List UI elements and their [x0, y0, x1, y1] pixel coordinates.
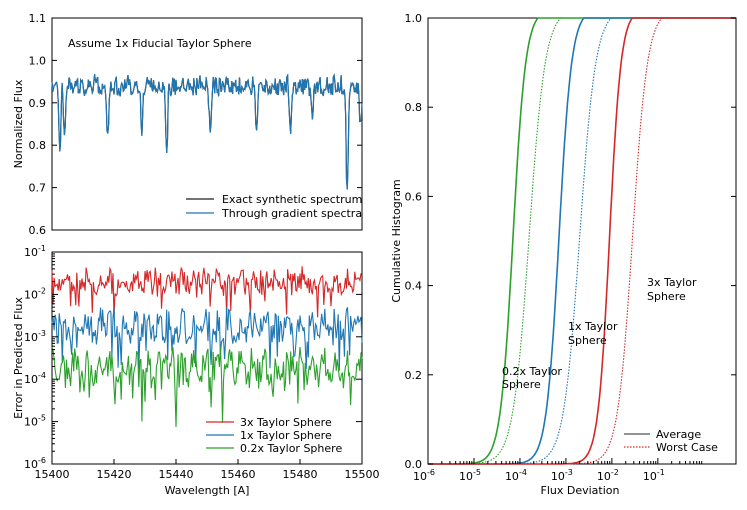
error-panel: 10-610-510-410-310-210-1 15400 15420 15440… [12, 244, 380, 497]
y-tick-label: 0.8 [29, 139, 47, 152]
y-tick-label: 0.6 [405, 190, 423, 203]
y-tick-label: 0.8 [405, 101, 423, 114]
error-x-ticks: 15400 15420 15440 15460 15480 15500 [35, 459, 380, 481]
x-tick-label: 10-4 [505, 468, 527, 483]
cdf-x-label: Flux Deviation [541, 484, 620, 497]
error-y-label: Error in Predicted Flux [12, 297, 25, 419]
legend-label-02x: 0.2x Taylor Sphere [240, 442, 342, 455]
x-tick-label: 15440 [159, 468, 194, 481]
y-tick-label: 0.9 [29, 97, 47, 110]
cdf-worst-line [428, 17, 736, 465]
y-tick-label: 1.0 [405, 12, 423, 25]
error-series-group [51, 266, 363, 428]
legend-label-worst: Worst Case [656, 441, 718, 454]
error-x-label: Wavelength [A] [165, 484, 250, 497]
cdf-x-ticks: 10-6 10-5 10-4 10-3 10-2 10-1 [413, 458, 703, 483]
legend-label-1x: 1x Taylor Sphere [240, 429, 332, 442]
spectrum-frame [51, 17, 363, 231]
x-tick-label: 15500 [345, 468, 380, 481]
cdf-y-ticks: 0.0 0.2 0.4 0.6 0.8 1.0 [405, 12, 736, 471]
legend-label-average: Average [656, 428, 701, 441]
error-series-line [51, 266, 363, 318]
cdf-label-1x-line1: 1x Taylor [568, 320, 618, 333]
cdf-average-line [428, 17, 736, 465]
x-tick-label: 10-2 [597, 468, 619, 483]
error-series-line [51, 306, 363, 371]
cdf-label-3x-line2: Sphere [647, 290, 686, 303]
x-tick-label: 10-3 [551, 468, 573, 483]
legend-label-gradient: Through gradient spectra [221, 207, 362, 220]
y-tick-label: 10-1 [24, 244, 46, 259]
x-tick-label: 10-6 [413, 468, 435, 483]
cdf-panel: 0.00.20.40.60.81.0 10-6 10-5 10-4 10-3 10-2 1… [390, 12, 737, 497]
cdf-label-02x-line1: 0.2x Taylor [502, 365, 562, 378]
spectrum-panel: 0.6 0.7 0.8 0.9 1.0 1.1 Assume 1x Fiducial Ta… [12, 12, 363, 237]
cdf-label-02x-line2: Sphere [502, 378, 541, 391]
legend-label-exact: Exact synthetic spectrum [222, 193, 362, 206]
x-tick-label: 15480 [283, 468, 318, 481]
spectrum-y-label: Normalized Flux [12, 79, 25, 168]
x-tick-label: 15420 [97, 468, 132, 481]
cdf-average-line [428, 17, 736, 465]
cdf-y-label: Cumulative Histogram [390, 179, 403, 302]
x-tick-label: 15400 [35, 468, 70, 481]
y-tick-label: 0.2 [405, 369, 423, 382]
cdf-label-1x-line2: Sphere [568, 334, 607, 347]
y-tick-label: 1.1 [29, 12, 47, 25]
y-tick-label: 0.6 [29, 224, 47, 237]
x-tick-label: 10-5 [459, 468, 481, 483]
cdf-worst-line [428, 17, 736, 465]
cdf-label-3x-line1: 3x Taylor [647, 276, 697, 289]
y-tick-label: 10-5 [24, 414, 46, 429]
spectrum-y-ticks: 0.6 0.7 0.8 0.9 1.0 1.1 [29, 12, 362, 237]
x-tick-label: 10-1 [643, 468, 665, 483]
legend-label-3x: 3x Taylor Sphere [240, 416, 332, 429]
spectrum-series-group [51, 73, 363, 190]
series-gradient-line [51, 73, 363, 190]
cdf-worst-line [428, 17, 736, 465]
cdf-frame [427, 17, 737, 465]
y-tick-label: 0.7 [29, 182, 47, 195]
error-series-line [51, 346, 363, 428]
x-tick-label: 15460 [221, 468, 256, 481]
cdf-series-labels: 0.2x Taylor Sphere 1x Taylor Sphere 3x T… [502, 276, 697, 391]
cdf-series-group [428, 17, 736, 465]
y-tick-label: 10-3 [24, 329, 46, 344]
y-tick-label: 10-2 [24, 286, 46, 301]
spectrum-legend: Exact synthetic spectrum Through gradien… [186, 193, 362, 220]
y-tick-label: 10-4 [24, 371, 46, 386]
spectrum-annotation: Assume 1x Fiducial Taylor Sphere [68, 37, 252, 50]
cdf-average-line [428, 17, 736, 465]
y-tick-label: 0.4 [405, 280, 423, 293]
error-legend: 3x Taylor Sphere 1x Taylor Sphere 0.2x T… [206, 416, 342, 455]
cdf-legend: Average Worst Case [624, 428, 718, 454]
y-tick-label: 0.0 [405, 458, 423, 471]
y-tick-label: 1.0 [29, 54, 47, 67]
